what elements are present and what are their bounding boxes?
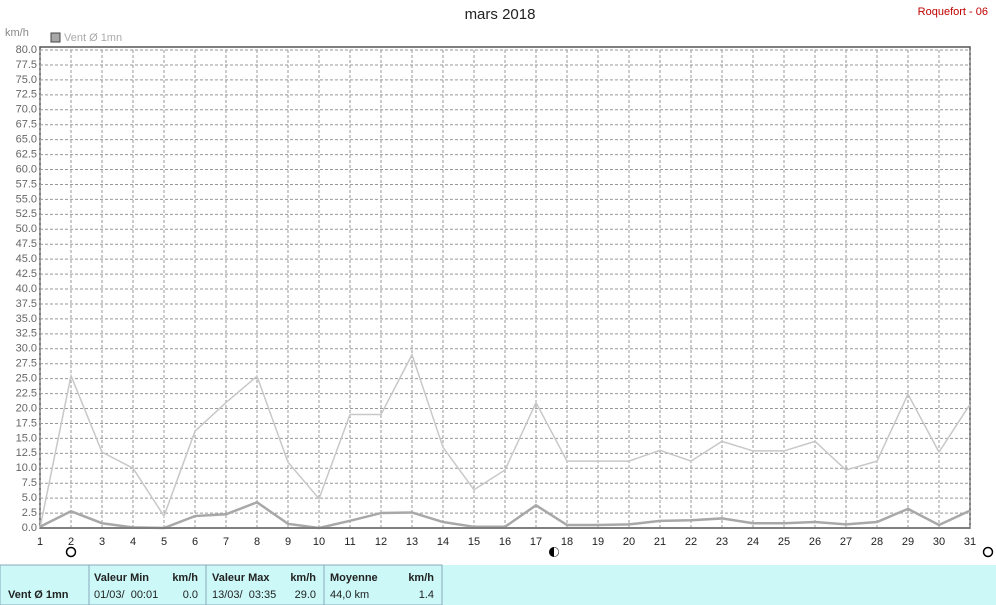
y-tick-label: 15.0 — [16, 432, 37, 444]
legend-swatch — [50, 32, 61, 43]
x-tick-label: 10 — [313, 536, 325, 548]
y-tick-label: 72.5 — [16, 89, 37, 101]
y-tick-label: 20.0 — [16, 402, 37, 414]
legend-label: Vent Ø 1mn — [64, 32, 122, 44]
x-tick-label: 25 — [778, 536, 790, 548]
x-tick-label: 24 — [747, 536, 759, 548]
y-tick-label: 62.5 — [16, 148, 37, 160]
x-tick-label: 11 — [344, 536, 355, 548]
x-tick-label: 4 — [130, 536, 136, 548]
x-tick-label: 22 — [685, 536, 697, 548]
x-tick-label: 28 — [871, 536, 883, 548]
y-tick-label: 27.5 — [16, 358, 37, 370]
moon-icon — [554, 547, 559, 557]
table-label: Vent Ø 1mn — [8, 589, 69, 601]
y-tick-label: 30.0 — [16, 343, 37, 355]
y-tick-label: 45.0 — [16, 253, 37, 265]
table-unit: km/h — [408, 572, 434, 584]
table-cell: 0.0 — [183, 589, 198, 601]
y-tick-label: 12.5 — [16, 447, 37, 459]
x-tick-label: 8 — [254, 536, 260, 548]
x-tick-label: 21 — [654, 536, 666, 548]
table-header: Valeur Min — [94, 572, 149, 584]
x-tick-label: 20 — [623, 536, 635, 548]
table-unit: km/h — [290, 572, 316, 584]
x-tick-label: 30 — [933, 536, 945, 548]
table-header: Valeur Max — [212, 572, 270, 584]
series-line — [39, 352, 971, 529]
y-tick-label: 47.5 — [16, 238, 37, 250]
y-tick-label: 57.5 — [16, 178, 37, 190]
x-tick-label: 14 — [437, 536, 449, 548]
y-tick-label: 2.5 — [22, 507, 37, 519]
table-frame — [0, 564, 443, 605]
station: Roquefort - 06 — [918, 6, 988, 18]
moon-icon — [982, 546, 994, 558]
x-tick-label: 27 — [840, 536, 852, 548]
table-cell: 44,0 km — [330, 589, 369, 601]
x-tick-label: 7 — [223, 536, 229, 548]
y-tick-label: 70.0 — [16, 104, 37, 116]
moon-icon — [65, 546, 77, 558]
x-tick-label: 3 — [99, 536, 105, 548]
x-tick-label: 5 — [161, 536, 167, 548]
y-tick-label: 65.0 — [16, 134, 37, 146]
x-tick-label: 18 — [561, 536, 573, 548]
y-tick-label: 42.5 — [16, 268, 37, 280]
y-tick-label: 55.0 — [16, 193, 37, 205]
y-tick-label: 35.0 — [16, 313, 37, 325]
y-tick-label: 22.5 — [16, 387, 37, 399]
y-tick-label: 0.0 — [22, 522, 37, 534]
table-cell: 13/03/ 03:35 — [212, 589, 276, 601]
table-cell: 01/03/ 00:01 — [94, 589, 158, 601]
y-tick-label: 5.0 — [22, 492, 37, 504]
y-tick-label: 17.5 — [16, 417, 37, 429]
x-tick-label: 19 — [592, 536, 604, 548]
summary-table: Vent Ø 1mn Valeur Min km/h 01/03/ 00:01 … — [0, 564, 996, 605]
y-tick-label: 67.5 — [16, 119, 37, 131]
x-tick-label: 17 — [530, 536, 542, 548]
x-tick-label: 9 — [285, 536, 291, 548]
x-tick-label: 2 — [68, 536, 74, 548]
y-axis-label: km/h — [5, 27, 29, 39]
x-tick-label: 13 — [406, 536, 418, 548]
y-tick-label: 60.0 — [16, 163, 37, 175]
y-tick-label: 10.0 — [16, 462, 37, 474]
table-cell: 29.0 — [295, 589, 316, 601]
x-tick-label: 12 — [375, 536, 387, 548]
y-tick-label: 75.0 — [16, 74, 37, 86]
table-cell: 1.4 — [419, 589, 434, 601]
x-tick-label: 26 — [809, 536, 821, 548]
x-tick-label: 15 — [468, 536, 480, 548]
y-tick-label: 37.5 — [16, 298, 37, 310]
table-unit: km/h — [172, 572, 198, 584]
x-tick-label: 1 — [37, 536, 43, 548]
x-tick-label: 29 — [902, 536, 914, 548]
y-tick-label: 40.0 — [16, 283, 37, 295]
y-tick-label: 50.0 — [16, 223, 37, 235]
y-tick-label: 25.0 — [16, 373, 37, 385]
y-tick-label: 77.5 — [16, 59, 37, 71]
series-line — [39, 500, 971, 530]
y-tick-label: 32.5 — [16, 328, 37, 340]
table-header: Moyenne — [330, 572, 378, 584]
x-tick-label: 23 — [716, 536, 728, 548]
x-tick-label: 6 — [192, 536, 198, 548]
y-tick-label: 7.5 — [22, 477, 37, 489]
y-tick-label: 52.5 — [16, 208, 37, 220]
x-tick-label: 16 — [499, 536, 511, 548]
chart-title: mars 2018 — [465, 6, 536, 23]
x-tick-label: 31 — [964, 536, 976, 548]
y-tick-label: 80.0 — [16, 44, 37, 56]
